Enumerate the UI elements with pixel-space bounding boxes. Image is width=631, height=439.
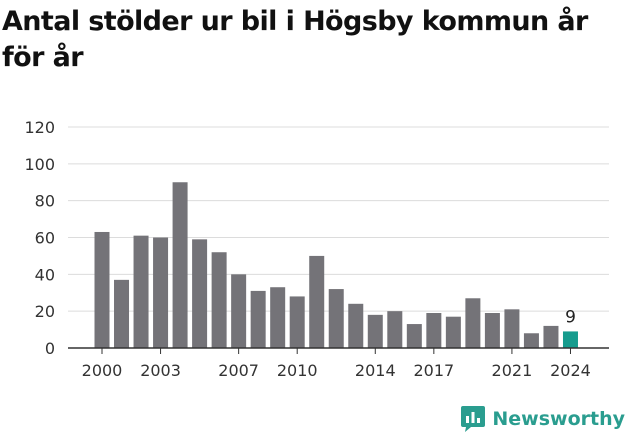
bar-2020 [484, 313, 500, 348]
bar-2014 [367, 314, 383, 348]
chart-title: Antal stölder ur bil i Högsby kommun år … [2, 6, 588, 73]
bar-2003 [153, 237, 169, 348]
bar-2009 [270, 287, 286, 348]
y-tick-label: 0 [45, 339, 55, 358]
bar-2005 [192, 239, 208, 348]
x-tick-label: 2017 [413, 361, 454, 380]
y-tick-label: 120 [24, 118, 55, 137]
bar-2019 [465, 298, 481, 348]
y-tick-label: 40 [35, 265, 55, 284]
bar-2007 [231, 274, 247, 348]
bar-2010 [289, 296, 305, 348]
x-tick-label: 2014 [355, 361, 396, 380]
bar-2011 [309, 255, 325, 348]
x-tick-label: 2010 [277, 361, 318, 380]
y-tick-label: 60 [35, 229, 55, 248]
data-label: 9 [565, 307, 576, 327]
x-tick-label: 2007 [218, 361, 259, 380]
bar-2015 [387, 311, 403, 348]
bar-2024 [562, 331, 578, 348]
bar-2002 [133, 235, 149, 348]
y-tick-label: 80 [35, 192, 55, 211]
bar-2013 [348, 303, 364, 348]
bar-2008 [250, 290, 266, 348]
bar-2012 [328, 289, 344, 348]
bar-2021 [504, 309, 520, 348]
x-tick-label: 2024 [550, 361, 591, 380]
bar-2006 [211, 252, 227, 348]
x-tick-label: 2003 [140, 361, 181, 380]
bar-2004 [172, 182, 188, 348]
bar-2017 [426, 313, 442, 348]
bar-2018 [445, 316, 461, 348]
brand-logo: Newsworthy [460, 405, 625, 433]
y-tick-label: 20 [35, 302, 55, 321]
bar-2001 [114, 279, 130, 348]
bar-2023 [543, 325, 559, 348]
y-tick-label: 100 [24, 155, 55, 174]
bar-2022 [523, 333, 539, 348]
newsworthy-logo-icon [461, 406, 486, 432]
x-tick-label: 2000 [82, 361, 123, 380]
x-tick-label: 2021 [492, 361, 533, 380]
brand-name: Newsworthy [492, 408, 625, 430]
bar-2000 [94, 231, 110, 348]
bar-2016 [406, 324, 422, 348]
